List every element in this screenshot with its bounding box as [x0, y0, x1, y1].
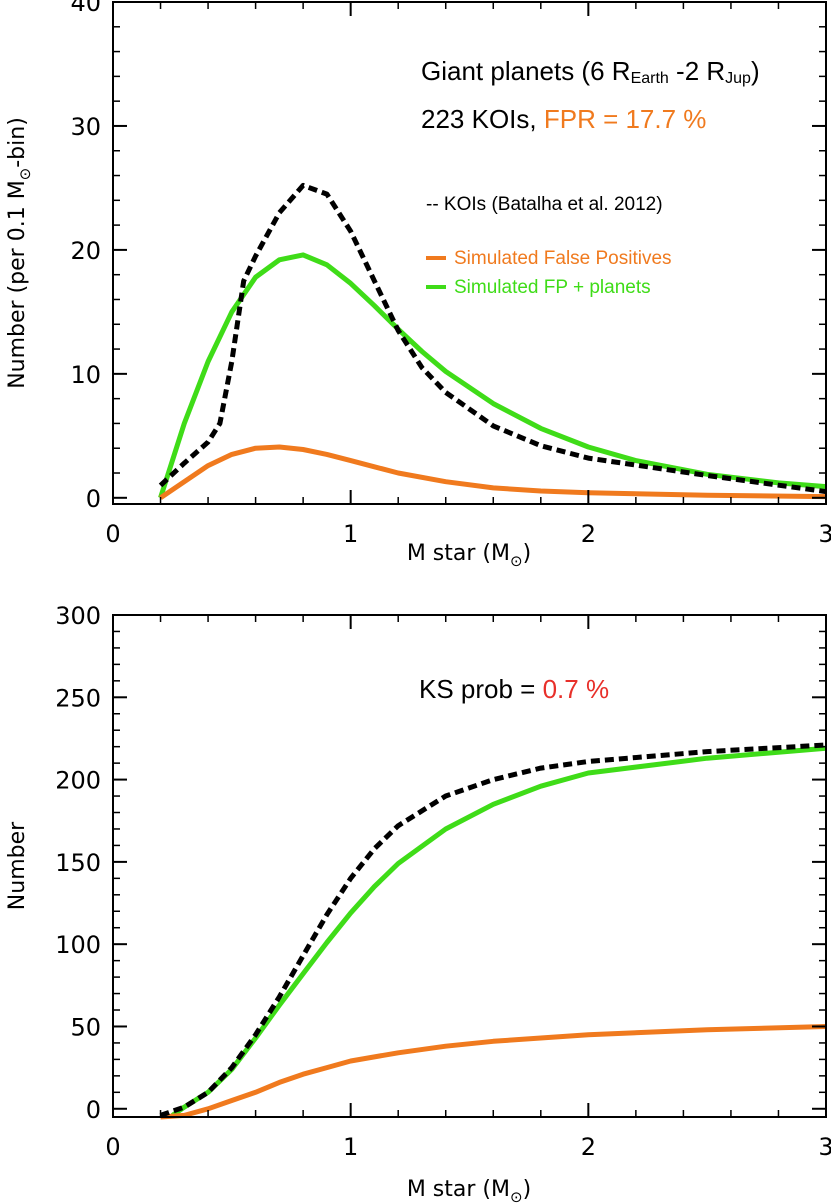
legend-item-fp-planets: Simulated FP + planets [454, 277, 651, 298]
x-tick-label: 1 [343, 520, 358, 548]
series-line-fp [160, 1024, 827, 1120]
legend-item-koi: -- KOIs (Batalha et al. 2012) [426, 194, 663, 215]
y-tick-label: 30 [70, 113, 101, 141]
legend-item-fp: Simulated False Positives [454, 248, 672, 269]
bottom-ticks: 0 1 2 3 0 50 100 150 200 250 300 [55, 602, 831, 1161]
x-tick-label: 0 [105, 1133, 120, 1161]
x-tick-label: 0 [105, 520, 120, 548]
giant-planets-title: Giant planets (6 REarth -2 RJup) [421, 56, 760, 87]
x-tick-label: 3 [818, 520, 831, 548]
x-tick-label: 3 [818, 1133, 831, 1161]
bottom-panel: 0 1 2 3 0 50 100 150 200 250 300 Number M star (M⊙… [5, 602, 831, 1204]
series-line-koi [158, 182, 827, 495]
top-x-axis-title: M star (M⊙) [407, 541, 531, 570]
top-curves [158, 182, 827, 500]
bottom-curves [159, 742, 827, 1120]
y-tick-label: 100 [55, 931, 101, 959]
x-tick-label: 2 [581, 520, 596, 548]
x-tick-label: 2 [581, 1133, 596, 1161]
ks-prob-value: 0.7 % [543, 674, 610, 704]
y-tick-label: 0 [86, 485, 101, 513]
koi-count-annotation: 223 KOIs, FPR = 17.7 % [421, 104, 706, 134]
bottom-plot-frame [112, 614, 827, 1118]
bottom-x-axis-title: M star (M⊙) [407, 1177, 531, 1204]
y-tick-label: 0 [86, 1096, 101, 1124]
legend: -- KOIs (Batalha et al. 2012) Simulated … [426, 194, 672, 298]
fpr-value: FPR = 17.7 % [544, 104, 707, 134]
series-line-koi [159, 742, 827, 1118]
bottom-y-axis-title: Number [5, 821, 30, 910]
ks-prob-annotation: KS prob = 0.7 % [419, 674, 609, 704]
series-line-fp-planets [158, 252, 827, 499]
x-tick-label: 1 [343, 1133, 358, 1161]
y-tick-label: 10 [70, 361, 101, 389]
top-y-axis-title: Number (per 0.1 M⊙-bin) [5, 117, 34, 389]
y-tick-label: 20 [70, 237, 101, 265]
y-tick-label: 200 [55, 767, 101, 795]
y-tick-label: 250 [55, 684, 101, 712]
y-tick-label: 40 [70, 0, 101, 17]
y-tick-label: 300 [55, 602, 101, 630]
series-line-fp-planets [170, 745, 827, 1118]
y-tick-label: 150 [55, 849, 101, 877]
top-plot-frame [112, 1, 827, 505]
series-line-fp [159, 444, 827, 500]
y-tick-label: 50 [70, 1013, 101, 1041]
